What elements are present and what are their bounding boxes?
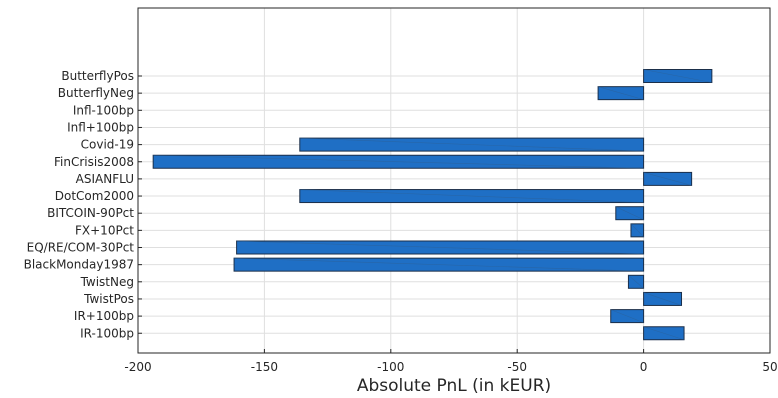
bar-facet-line bbox=[299, 137, 644, 152]
y-tick-label: Covid-19 bbox=[81, 138, 134, 152]
y-tick-label: BITCOIN-90Pct bbox=[47, 206, 134, 220]
x-axis-title: Absolute PnL (in kEUR) bbox=[357, 376, 551, 396]
x-tick-labels: -200 -150 -100 -50 0 50 bbox=[124, 349, 778, 374]
bar-facet-line bbox=[630, 223, 644, 238]
y-tick-label: TwistNeg bbox=[80, 275, 134, 289]
bar-facet-line bbox=[610, 309, 644, 323]
bar-facet-line bbox=[299, 189, 644, 203]
grid bbox=[138, 8, 770, 353]
bar-facet-line bbox=[628, 275, 644, 289]
plot-area-frame bbox=[137, 7, 771, 354]
y-tick-label: ButterflyPos bbox=[61, 69, 134, 83]
x-tick-label: -200 bbox=[124, 360, 151, 374]
y-tick-label: BlackMonday1987 bbox=[24, 258, 134, 272]
x-tick-label: 50 bbox=[762, 360, 777, 374]
y-tick-label: EQ/RE/COM-30Pct bbox=[27, 241, 135, 255]
y-tick-labels: ButterflyPos ButterflyNeg Infl-100bp Infl+1… bbox=[24, 69, 142, 340]
y-tick-label: Infl-100bp bbox=[73, 103, 134, 117]
y-tick-label: IR+100bp bbox=[74, 309, 134, 323]
x-tick-label: -100 bbox=[377, 360, 404, 374]
bar-facet-line bbox=[153, 154, 644, 169]
bars bbox=[152, 69, 713, 341]
bar-facet-line bbox=[643, 292, 682, 306]
bar-facet-line bbox=[643, 69, 712, 83]
y-tick-label: ButterflyNeg bbox=[58, 86, 134, 100]
y-tick-label: ASIANFLU bbox=[76, 172, 134, 186]
bar-facet-line bbox=[615, 206, 644, 220]
y-tick-label: TwistPos bbox=[83, 292, 134, 306]
bar-facet-line bbox=[234, 257, 644, 272]
y-tick-label: DotCom2000 bbox=[55, 189, 134, 203]
bar-facet-line bbox=[643, 326, 685, 341]
y-tick-label: IR-100bp bbox=[80, 326, 134, 340]
y-tick-label: FinCrisis2008 bbox=[54, 155, 134, 169]
bar-facet-line bbox=[598, 86, 644, 100]
x-tick-label: -50 bbox=[507, 360, 527, 374]
y-tick-label: Infl+100bp bbox=[67, 120, 134, 134]
x-tick-label: 0 bbox=[640, 360, 648, 374]
bar-facet-line bbox=[643, 172, 692, 186]
bar-facet-line bbox=[236, 240, 644, 255]
y-tick-label: FX+10Pct bbox=[75, 223, 134, 237]
x-tick-label: -150 bbox=[251, 360, 278, 374]
